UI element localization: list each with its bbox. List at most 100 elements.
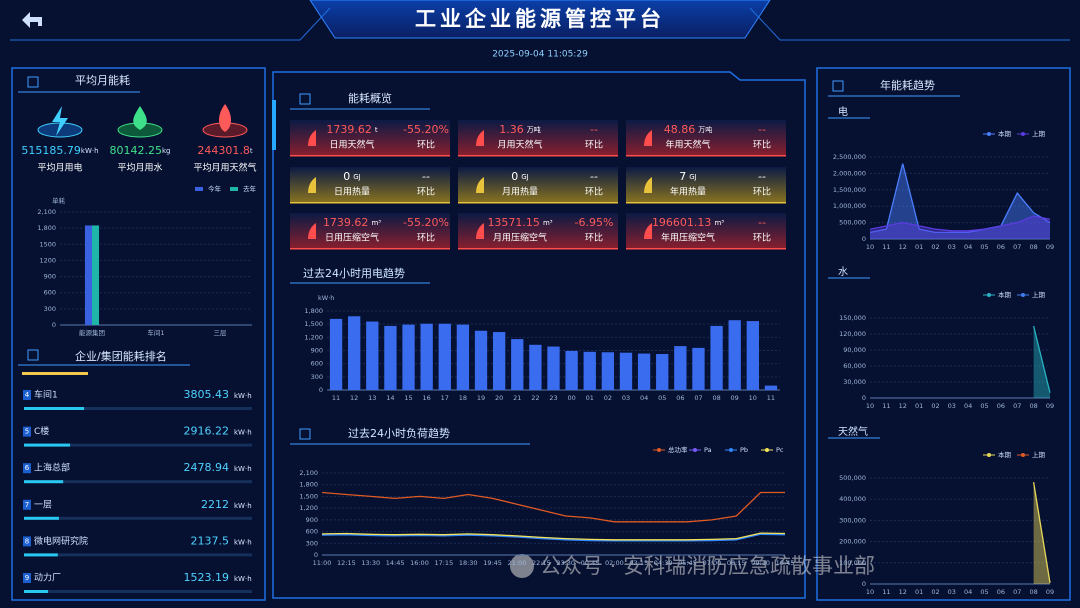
bar [764, 385, 778, 390]
x-tick-label: 06 [997, 588, 1005, 596]
card-edge [626, 155, 786, 157]
x-tick-label: 14 [386, 394, 394, 402]
y-tick-label: 500,000 [839, 474, 866, 482]
unit: kW·h [81, 147, 99, 155]
x-tick-label: 09 [1046, 588, 1054, 596]
card-ratio: -- [590, 123, 598, 136]
x-tick-label: 车间1 [147, 328, 164, 337]
unit: kW·h [234, 502, 252, 510]
unit: kg [162, 147, 171, 155]
bar [583, 351, 596, 390]
progress-bar [24, 480, 64, 484]
x-tick-label: 06 [997, 243, 1005, 251]
name: 动力厂 [34, 572, 61, 584]
card [458, 167, 618, 203]
x-tick-label: 06 [997, 402, 1005, 410]
x-tick-label: 07:00 [703, 559, 722, 567]
card-ratio: -55.20% [403, 216, 449, 229]
value: 3805.43 [184, 388, 230, 401]
x-tick-label: 18 [459, 394, 467, 402]
legend-label: 上期 [1032, 129, 1046, 138]
progress-bar [24, 590, 49, 593]
x-tick-label: 04 [640, 394, 648, 402]
y-tick-label: 600 [311, 360, 323, 368]
unit: t [250, 147, 253, 155]
unit-label: kW·h [318, 294, 334, 302]
x-tick-label: 16:00 [410, 559, 429, 567]
x-tick-label: 04 [964, 402, 972, 410]
x-tick-label: 16 [423, 394, 431, 402]
value: 2137.5 [191, 534, 230, 547]
card-icon [476, 130, 484, 146]
card-value: 0 GJ [343, 170, 361, 183]
x-tick-label: 01 [586, 394, 594, 402]
card-label: 月用天然气 [497, 139, 542, 151]
x-tick-label: 08 [1029, 243, 1037, 251]
x-tick-label: 10 [866, 243, 874, 251]
legend-label: 本期 [998, 450, 1012, 459]
card-edge [458, 155, 618, 157]
card-edge [458, 248, 618, 250]
card-value: 1739.62 t [326, 123, 378, 136]
legend-marker [657, 448, 661, 452]
progress-bar [24, 516, 59, 520]
progress-track [24, 516, 252, 520]
metric-label: 平均月用天然气 [193, 162, 256, 174]
x-tick-label: 04 [964, 243, 972, 251]
unit: t [375, 126, 378, 134]
x-tick-label: 09 [1046, 402, 1054, 410]
legend-marker [729, 448, 733, 452]
area-fill [870, 216, 1050, 239]
bar [619, 352, 633, 390]
card-value: 48.86 万吨 [664, 123, 713, 136]
y-tick-label: 1,200 [304, 333, 323, 341]
x-tick-label: 能源集团 [79, 328, 105, 337]
y-tick-label: 200,000 [839, 538, 866, 546]
bar [420, 323, 433, 390]
line [321, 533, 786, 542]
progress-track [24, 443, 252, 447]
back-button[interactable] [22, 12, 42, 28]
value: 0 [511, 170, 518, 183]
rank-badge [23, 463, 31, 474]
x-tick-label: 11:00 [313, 559, 332, 567]
card-label: 年用压缩空气 [661, 232, 715, 244]
card [290, 167, 450, 203]
y-tick-label: 0 [862, 580, 866, 588]
unit: kW·h [234, 465, 252, 473]
y-tick-label: 1,500,000 [833, 186, 866, 194]
metric-value: 244301.8t [197, 144, 253, 157]
rank-badge [23, 536, 31, 547]
rank: 8 [25, 537, 29, 545]
x-tick-label: 08 [712, 394, 720, 402]
progress-bar [24, 553, 58, 557]
x-tick-label: 12 [350, 394, 358, 402]
value: 1739.62 [323, 216, 369, 229]
x-tick-label: 23 [549, 394, 557, 402]
section-icons [18, 76, 960, 445]
card-ratio: -- [422, 170, 430, 183]
rank-badge [23, 390, 31, 400]
datetime: 2025-09-04 11:05:29 [492, 50, 588, 60]
y-tick-label: 900 [306, 516, 318, 524]
legend-marker [693, 448, 697, 452]
y-tick-label: 900 [311, 347, 323, 355]
card-edge [626, 248, 786, 250]
legend-marker [987, 132, 991, 136]
y-tick-label: 300,000 [839, 516, 866, 524]
x-tick-label: 07 [1013, 588, 1021, 596]
x-tick-label: 23:30 [556, 559, 575, 567]
value: 515185.79 [21, 144, 81, 157]
rank-badge [23, 499, 31, 510]
area-line [869, 163, 1051, 234]
line [321, 491, 785, 523]
y-tick-label: 0 [862, 394, 866, 402]
x-tick-label: 06 [676, 394, 684, 402]
y-tick-label: 600 [44, 289, 56, 297]
card-edge [290, 248, 450, 250]
progress-track [24, 553, 252, 557]
card-edge [458, 202, 618, 204]
card-icon [308, 130, 316, 146]
progress-track [24, 480, 252, 484]
